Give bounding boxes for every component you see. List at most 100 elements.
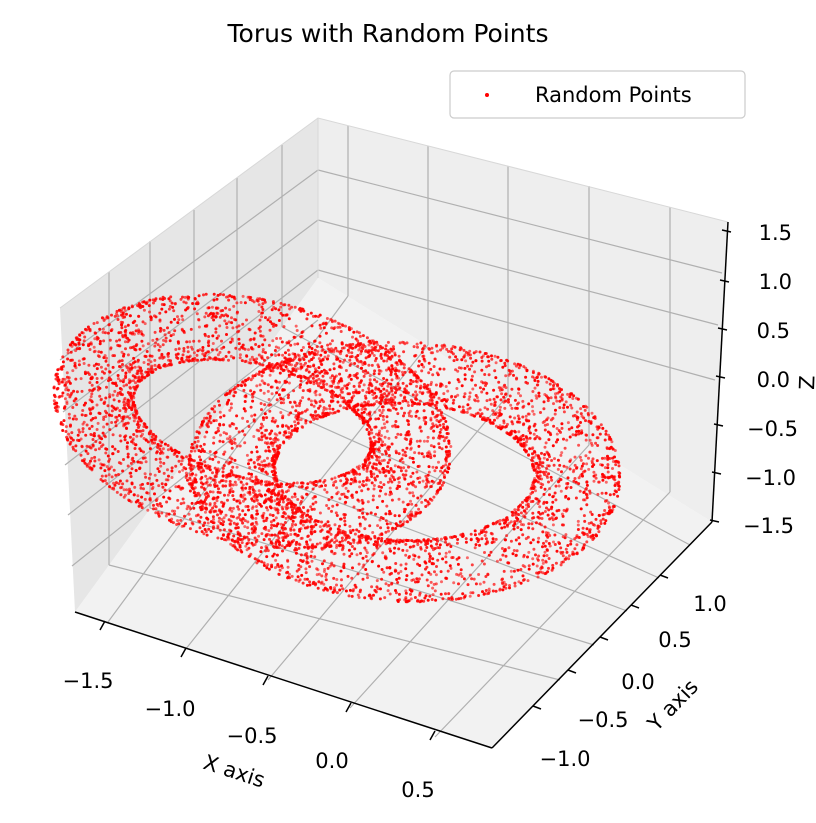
scatter-point	[313, 410, 317, 414]
scatter-point	[387, 454, 391, 457]
scatter-point	[364, 555, 368, 558]
scatter-point	[296, 367, 300, 371]
scatter-point	[536, 480, 540, 484]
scatter-point	[136, 304, 139, 307]
scatter-point	[301, 496, 305, 500]
scatter-point	[478, 532, 481, 536]
scatter-point	[485, 399, 489, 403]
scatter-point	[371, 498, 375, 502]
scatter-point	[164, 482, 168, 486]
scatter-point	[322, 385, 326, 389]
scatter-point	[613, 460, 617, 463]
scatter-point	[566, 421, 570, 425]
scatter-point	[264, 316, 267, 320]
scatter-point	[334, 410, 337, 414]
scatter-point	[317, 384, 320, 388]
scatter-point	[131, 456, 135, 460]
scatter-point	[338, 372, 342, 376]
scatter-point	[334, 385, 337, 389]
scatter-point	[339, 569, 343, 573]
scatter-point	[532, 516, 536, 520]
scatter-point	[309, 374, 313, 378]
scatter-point	[124, 376, 128, 379]
scatter-point	[138, 460, 142, 464]
scatter-point	[198, 455, 201, 459]
scatter-point	[233, 540, 237, 544]
scatter-point	[491, 521, 495, 525]
scatter-point	[211, 471, 214, 475]
scatter-point	[338, 497, 342, 501]
scatter-point	[146, 440, 150, 444]
scatter-point	[151, 368, 155, 372]
scatter-point	[543, 419, 547, 423]
scatter-point	[535, 471, 539, 475]
scatter-point	[130, 304, 134, 308]
scatter-point	[238, 501, 242, 505]
scatter-point	[463, 392, 467, 396]
scatter-point	[543, 525, 547, 529]
scatter-point	[419, 379, 423, 383]
scatter-point	[180, 314, 184, 318]
scatter-point	[458, 348, 462, 352]
scatter-point	[95, 367, 99, 371]
scatter-point	[208, 457, 212, 461]
scatter-point	[147, 476, 151, 480]
scatter-point	[120, 350, 124, 354]
scatter-point	[233, 458, 237, 462]
scatter-point	[209, 508, 213, 512]
scatter-point	[152, 503, 155, 507]
scatter-point	[483, 406, 487, 410]
scatter-point	[232, 356, 236, 360]
scatter-point	[612, 492, 616, 496]
scatter-point	[297, 546, 301, 550]
scatter-point	[603, 438, 607, 442]
scatter-point	[481, 354, 485, 358]
scatter-point	[131, 437, 135, 441]
scatter-point	[166, 468, 169, 472]
scatter-point	[160, 307, 164, 311]
scatter-point	[281, 303, 285, 307]
scatter-point	[272, 524, 276, 528]
scatter-point	[142, 361, 146, 364]
scatter-point	[129, 395, 133, 399]
scatter-point	[450, 556, 454, 560]
scatter-point	[536, 383, 540, 387]
scatter-point	[252, 491, 255, 494]
scatter-point	[208, 414, 212, 418]
scatter-point	[588, 438, 592, 442]
scatter-point	[201, 346, 205, 349]
scatter-point	[373, 359, 377, 363]
scatter-point	[390, 378, 394, 382]
scatter-point	[189, 449, 193, 453]
scatter-point	[403, 387, 407, 391]
scatter-point	[399, 362, 403, 366]
scatter-point	[503, 364, 507, 368]
scatter-point	[62, 419, 66, 423]
scatter-point	[114, 381, 118, 385]
scatter-point	[153, 473, 157, 477]
scatter-point	[250, 523, 253, 527]
scatter-point	[301, 346, 305, 349]
scatter-point	[66, 393, 70, 396]
scatter-point	[75, 347, 79, 351]
scatter-point	[134, 388, 137, 392]
scatter-point	[61, 360, 65, 364]
scatter-point	[377, 485, 381, 489]
scatter-point	[310, 550, 314, 554]
scatter-point	[432, 429, 436, 433]
scatter-point	[264, 470, 268, 474]
scatter-point	[482, 580, 486, 584]
scatter-point	[240, 359, 244, 363]
scatter-point	[401, 373, 405, 377]
scatter-point	[175, 454, 179, 458]
scatter-point	[447, 381, 451, 385]
scatter-point	[263, 412, 267, 416]
scatter-point	[181, 468, 185, 472]
scatter-point	[330, 320, 334, 324]
scatter-point	[245, 482, 249, 486]
scatter-point	[210, 348, 214, 352]
scatter-point	[130, 406, 134, 410]
scatter-point	[272, 462, 276, 466]
scatter-point	[243, 433, 247, 437]
scatter-point	[394, 542, 398, 546]
